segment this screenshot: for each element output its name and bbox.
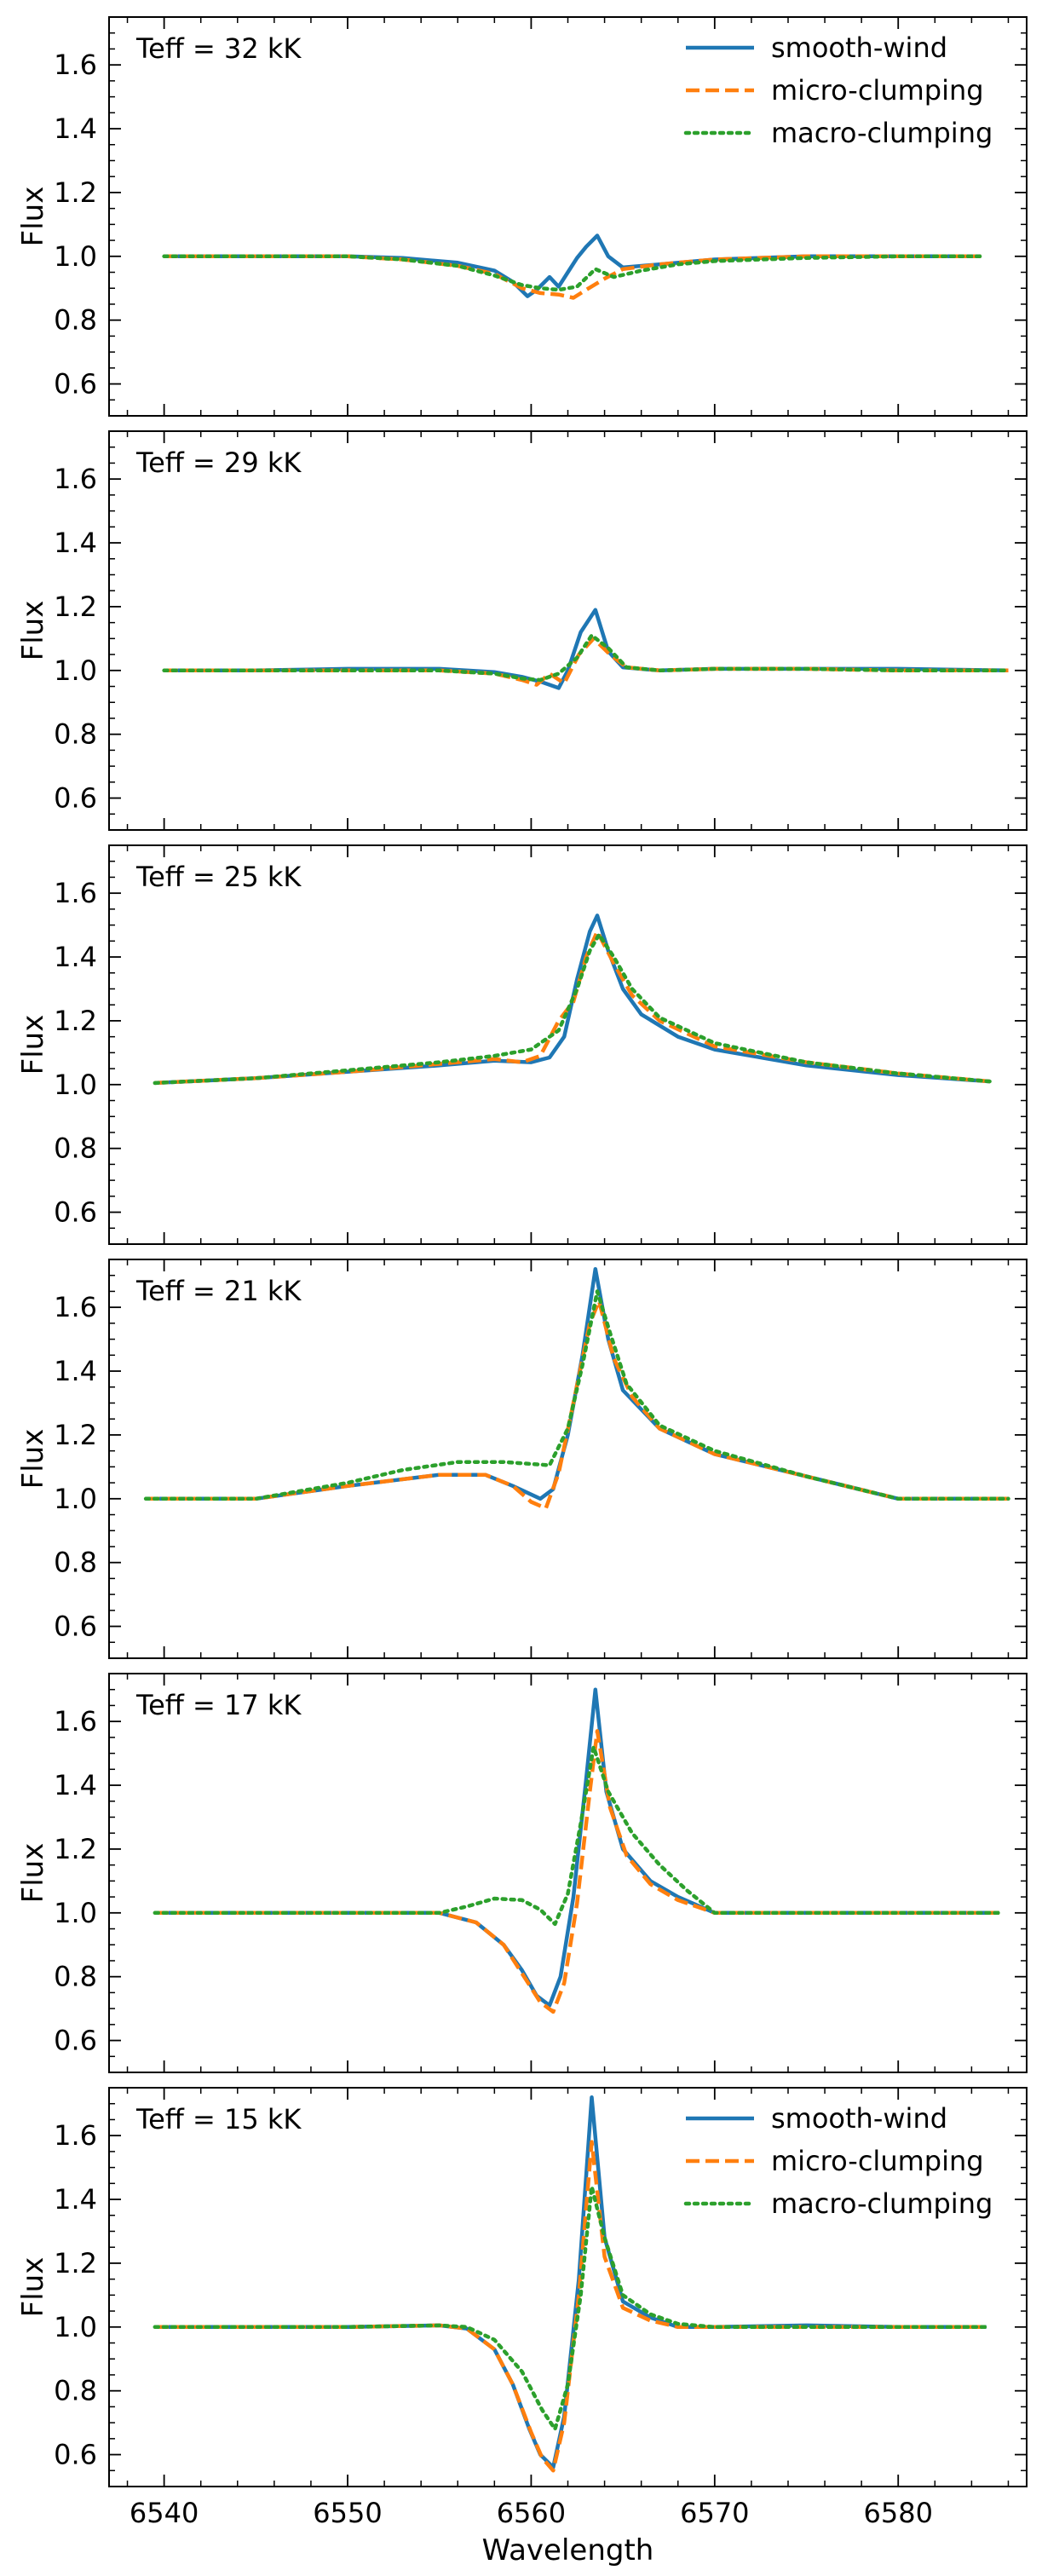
y-tick-label: 0.8: [54, 1547, 97, 1579]
series-line-smooth-wind: [164, 608, 1009, 690]
y-tick-label: 1.0: [54, 1483, 97, 1515]
y-tick-label: 0.6: [54, 368, 97, 401]
y-tick-label: 0.8: [54, 1132, 97, 1165]
y-tick-label: 0.6: [54, 782, 97, 815]
axes-frame: [108, 430, 1028, 831]
y-tick-label: 1.6: [54, 2119, 97, 2152]
y-tick-label: 0.6: [54, 1196, 97, 1229]
panel-4: 0.6 0.8 1.0 1.2 1.4 1.6 Flux Teff = 17 kK: [16, 1673, 1028, 2073]
panel-label: Teff = 29 kK: [135, 447, 302, 479]
legend-label: micro-clumping: [771, 2145, 984, 2177]
y-tick-label: 1.4: [54, 1355, 97, 1387]
y-tick-label: 1.4: [54, 112, 97, 145]
series-line-macro-clumping: [153, 932, 993, 1086]
y-tick-label: 0.6: [54, 2025, 97, 2057]
y-tick-label: 1.2: [54, 591, 97, 623]
panel-3: 0.6 0.8 1.0 1.2 1.4 1.6 Flux Teff = 21 kK: [16, 1259, 1028, 1659]
y-tick-label: 1.6: [54, 1705, 97, 1738]
y-tick-label: 1.4: [54, 2183, 97, 2216]
panel-label: Teff = 32 kK: [135, 32, 302, 65]
y-tick-label: 1.2: [54, 1833, 97, 1865]
legend: smooth-wind micro-clumping macro-clumping: [683, 2102, 993, 2220]
legend-label: macro-clumping: [771, 117, 993, 149]
x-axis-label: Wavelength: [482, 2533, 654, 2567]
y-tick-label: 1.0: [54, 2311, 97, 2343]
y-tick-label: 1.0: [54, 654, 97, 687]
y-tick-label: 1.2: [54, 2247, 97, 2279]
y-axis-label: Flux: [16, 2257, 50, 2318]
legend-label: smooth-wind: [771, 32, 947, 64]
legend-label: macro-clumping: [771, 2187, 993, 2220]
series-line-macro-clumping: [143, 1289, 1010, 1501]
series-line-macro-clumping: [153, 1744, 1001, 1927]
axes-frame: [108, 16, 1028, 417]
series-line-micro-clumping: [146, 1299, 1009, 1511]
legend-label: micro-clumping: [771, 74, 984, 107]
y-tick-label: 1.4: [54, 1769, 97, 1801]
x-tick-label: 6540: [130, 2497, 199, 2529]
y-axis-label: Flux: [16, 187, 50, 247]
axes-frame: [108, 844, 1028, 1245]
series-line-macro-clumping: [162, 254, 983, 292]
legend: smooth-wind micro-clumping macro-clumping: [683, 32, 993, 149]
y-tick-label: 0.6: [54, 2439, 97, 2471]
series-line-macro-clumping: [162, 633, 1010, 683]
series-line-micro-clumping: [154, 1729, 999, 2014]
y-tick-label: 1.6: [54, 1291, 97, 1323]
panel-0: 0.6 0.8 1.0 1.2 1.4 1.6 Flux Teff = 32 kK smooth…: [16, 16, 1028, 417]
y-tick-label: 1.6: [54, 877, 97, 909]
y-tick-label: 1.2: [54, 1005, 97, 1037]
x-tick-label: 6560: [497, 2497, 566, 2529]
y-tick-label: 0.8: [54, 1961, 97, 1993]
y-axis-label: Flux: [16, 1843, 50, 1904]
panel-label: Teff = 21 kK: [135, 1275, 302, 1307]
axes-frame: [108, 1259, 1028, 1659]
y-tick-label: 0.8: [54, 2375, 97, 2407]
legend-label: smooth-wind: [771, 2102, 947, 2135]
y-tick-label: 1.0: [54, 1069, 97, 1101]
x-tick-label: 6550: [313, 2497, 382, 2529]
y-tick-label: 1.2: [54, 1419, 97, 1451]
y-tick-label: 1.4: [54, 941, 97, 973]
y-tick-label: 1.6: [54, 49, 97, 81]
y-axis-label: Flux: [16, 1015, 50, 1075]
y-tick-label: 1.6: [54, 463, 97, 495]
y-tick-label: 1.4: [54, 527, 97, 559]
axes-frame: [108, 2087, 1028, 2487]
axes-frame: [108, 1673, 1028, 2073]
y-axis-label: Flux: [16, 1429, 50, 1490]
y-tick-label: 1.2: [54, 176, 97, 209]
series-line-macro-clumping: [153, 2184, 988, 2431]
panel-label: Teff = 25 kK: [135, 861, 302, 893]
x-tick-label: 6570: [680, 2497, 749, 2529]
panel-2: 0.6 0.8 1.0 1.2 1.4 1.6 Flux Teff = 25 kK: [16, 844, 1028, 1245]
y-tick-label: 0.6: [54, 1611, 97, 1643]
y-tick-label: 1.0: [54, 240, 97, 273]
y-tick-label: 0.8: [54, 718, 97, 751]
panel-label: Teff = 15 kK: [135, 2103, 302, 2135]
panel-label: Teff = 17 kK: [135, 1689, 302, 1721]
y-tick-label: 0.8: [54, 304, 97, 337]
panel-1: 0.6 0.8 1.0 1.2 1.4 1.6 Flux Teff = 29 kK: [16, 430, 1028, 831]
panel-5: 6540 6550 6560 6570 6580 0.6 0.8 1.0 1.2 1.4 1.6 Fl…: [16, 2087, 1028, 2529]
y-axis-label: Flux: [16, 601, 50, 661]
x-tick-label: 6580: [864, 2497, 933, 2529]
y-tick-label: 1.0: [54, 1897, 97, 1929]
